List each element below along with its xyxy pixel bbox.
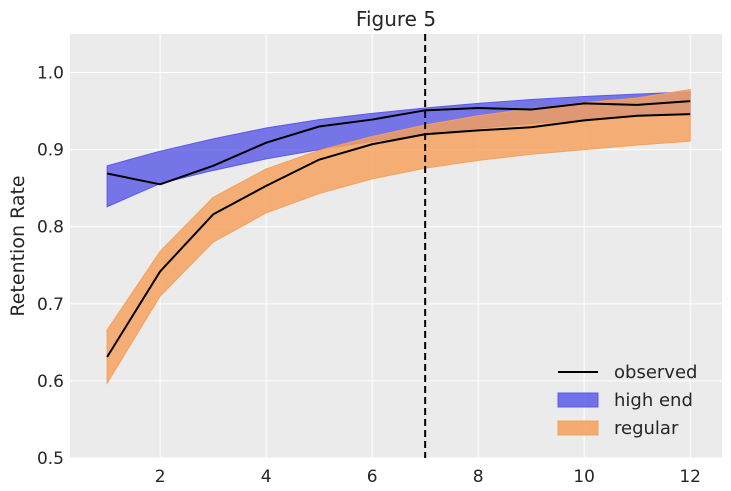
x-tick-label: 10 [573,467,595,487]
legend-label: regular [614,418,679,439]
y-tick-label: 0.7 [37,295,64,315]
y-tick-label: 0.9 [37,141,64,161]
x-tick-label: 2 [155,467,166,487]
regular-band [106,88,691,386]
y-tick-label: 0.6 [37,372,64,392]
y-tick-label: 0.8 [37,218,64,238]
y-axis-label: Retention Rate [7,175,29,316]
y-tick-label: 0.5 [37,449,64,469]
x-tick-labels: 2 4 6 8 10 12 [155,467,701,487]
legend-item-regular: regular [557,418,679,439]
y-tick-labels: 0.5 0.6 0.7 0.8 0.9 1.0 [37,64,64,469]
observed-lines [106,100,691,358]
observed-line-1 [106,100,691,186]
y-tick-label: 1.0 [37,64,64,84]
legend-label: observed [614,362,697,383]
legend-item-high-end: high end [557,390,693,411]
x-tick-label: 6 [367,467,378,487]
x-tick-label: 12 [679,467,701,487]
x-tick-label: 4 [261,467,272,487]
legend: observed high end regular [557,362,697,439]
legend-patch-swatch [557,392,599,408]
observed-line-2 [106,113,691,358]
chart-title: Figure 5 [356,7,436,31]
x-tick-label: 8 [473,467,484,487]
legend-item-observed: observed [558,362,697,383]
legend-patch-swatch [557,420,599,436]
legend-label: high end [614,390,693,411]
